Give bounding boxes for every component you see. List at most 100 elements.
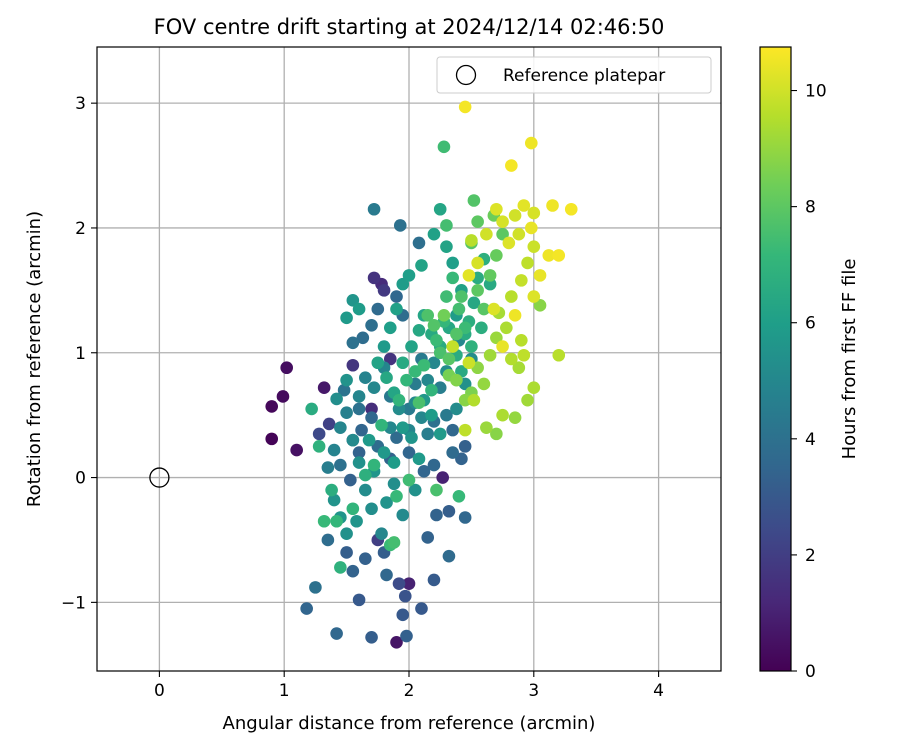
data-point <box>402 269 416 282</box>
data-point <box>367 202 381 216</box>
data-point <box>430 483 443 497</box>
data-point <box>462 269 476 282</box>
y-tick-label: 1 <box>75 344 86 364</box>
data-point <box>477 377 491 391</box>
data-point <box>265 432 279 446</box>
data-point <box>527 206 541 220</box>
data-point <box>417 465 431 478</box>
data-point <box>344 473 357 487</box>
legend-marker-icon <box>455 64 477 86</box>
data-point <box>527 381 541 395</box>
data-point <box>330 514 343 528</box>
colorbar: 0 2 4 6 8 10 Hours from first FF file <box>759 46 860 682</box>
data-point <box>446 340 459 353</box>
data-point <box>515 333 528 347</box>
data-point <box>330 627 343 640</box>
data-point <box>392 393 406 407</box>
data-point <box>340 546 353 559</box>
colorbar-tick-label: 0 <box>805 662 816 682</box>
y-axis-label: Rotation from reference (arcmin) <box>24 211 45 507</box>
data-point <box>367 458 381 472</box>
data-point <box>383 321 397 335</box>
legend: Reference platepar <box>436 56 712 94</box>
data-point <box>396 277 410 291</box>
colorbar-tick-label: 8 <box>805 198 816 218</box>
data-point <box>525 221 538 235</box>
colorbar-ticks: 0 2 4 6 8 10 <box>791 82 827 682</box>
data-point <box>350 514 363 528</box>
data-point <box>467 194 481 207</box>
data-point <box>352 302 366 316</box>
data-point <box>517 348 531 362</box>
data-point <box>405 431 418 444</box>
data-point <box>512 227 526 241</box>
data-point <box>392 577 406 590</box>
data-point <box>490 331 503 345</box>
data-point <box>322 417 336 431</box>
data-point <box>290 443 303 457</box>
data-point <box>496 408 509 422</box>
x-tick-label: 1 <box>279 681 290 701</box>
y-axis-ticks: −1 0 1 2 3 <box>61 94 97 613</box>
data-point <box>408 365 422 378</box>
data-point <box>450 373 463 387</box>
data-point <box>533 299 547 312</box>
data-point <box>317 381 331 395</box>
data-point <box>427 227 441 241</box>
data-point <box>352 446 366 459</box>
data-point <box>515 274 528 287</box>
data-point <box>371 356 385 370</box>
data-point <box>450 402 463 416</box>
data-point <box>446 256 459 270</box>
data-point <box>467 393 481 407</box>
data-point <box>415 411 428 424</box>
data-point <box>440 290 453 303</box>
data-point <box>483 348 497 362</box>
data-point <box>421 531 435 544</box>
data-point <box>505 290 518 303</box>
data-point <box>477 302 491 316</box>
data-point <box>390 635 403 649</box>
data-point <box>500 321 513 335</box>
data-point <box>415 602 428 615</box>
data-point <box>512 361 526 375</box>
reference-platepar-marker <box>149 467 170 488</box>
y-tick-label: 2 <box>75 219 86 239</box>
data-point <box>365 502 378 516</box>
x-tick-label: 2 <box>404 681 415 701</box>
data-point <box>356 331 370 345</box>
data-point <box>440 408 453 422</box>
data-point <box>552 249 566 262</box>
data-point <box>312 440 326 453</box>
data-point <box>276 390 290 403</box>
data-point <box>346 358 360 372</box>
data-point <box>458 100 472 114</box>
x-axis-ticks: 0 1 2 3 4 <box>154 671 664 701</box>
data-point <box>346 502 360 516</box>
data-point <box>430 333 443 347</box>
data-point <box>421 373 435 387</box>
data-point <box>377 284 391 297</box>
data-point <box>402 473 416 487</box>
data-point <box>405 340 418 353</box>
data-point <box>412 452 426 466</box>
data-point <box>517 199 531 212</box>
data-point <box>396 508 410 522</box>
data-point <box>542 249 556 262</box>
data-point <box>433 202 447 216</box>
data-point <box>340 373 353 387</box>
data-point <box>552 348 566 362</box>
data-point <box>458 511 472 524</box>
data-point <box>377 340 391 353</box>
x-tick-label: 4 <box>653 681 664 701</box>
data-point <box>387 536 401 549</box>
data-point <box>396 356 410 370</box>
data-point <box>483 269 497 282</box>
data-point <box>365 402 378 416</box>
data-point <box>383 352 397 366</box>
data-point <box>365 631 378 644</box>
data-point <box>402 446 416 459</box>
data-point <box>359 371 372 385</box>
data-point <box>471 256 484 270</box>
